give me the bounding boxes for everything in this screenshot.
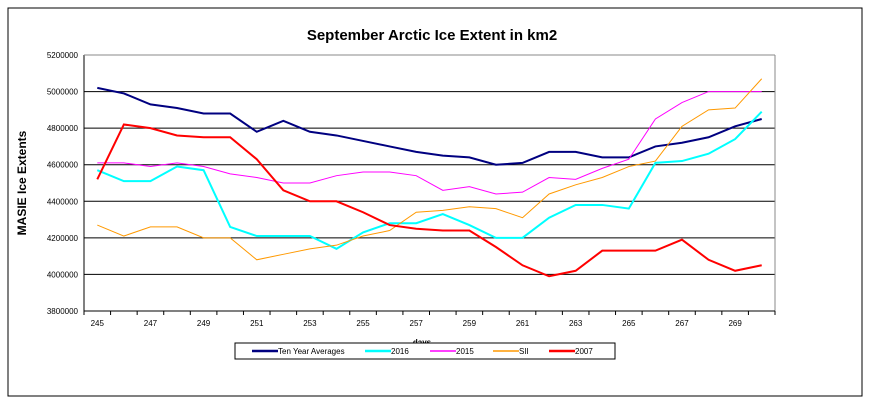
- x-tick-label: 265: [622, 319, 636, 328]
- y-tick-label: 5200000: [47, 51, 79, 60]
- chart-title: September Arctic Ice Extent in km2: [307, 27, 557, 44]
- x-tick-label: 257: [410, 319, 424, 328]
- legend-box: [234, 342, 616, 360]
- y-axis-label: MASIE Ice Extents: [15, 130, 29, 235]
- x-tick-label: 261: [516, 319, 530, 328]
- series-line-2007: [96, 123, 762, 278]
- x-tick-label: 249: [197, 319, 211, 328]
- series-line-sii: [97, 78, 763, 261]
- y-tick-label: 4600000: [47, 161, 79, 170]
- x-tick-label: 253: [303, 319, 317, 328]
- y-tick-label: 4400000: [47, 197, 79, 206]
- legend-label: 2007: [575, 347, 593, 356]
- legend-label: Ten Year Averages: [278, 347, 345, 356]
- x-tick-label: 263: [569, 319, 583, 328]
- y-tick-label: 4000000: [47, 270, 79, 279]
- y-tick-label: 5000000: [47, 88, 79, 97]
- legend-label: 2015: [456, 347, 474, 356]
- y-tick-label: 3800000: [47, 307, 79, 316]
- chart-border: [7, 7, 863, 397]
- x-tick-label: 251: [250, 319, 264, 328]
- series-line-2015: [97, 91, 762, 195]
- legend-label: 2016: [391, 347, 409, 356]
- x-tick-label: 255: [356, 319, 370, 328]
- x-tick-label: 269: [728, 319, 742, 328]
- y-tick-label: 4200000: [47, 234, 79, 243]
- x-tick-label: 259: [463, 319, 477, 328]
- y-tick-label: 4800000: [47, 124, 79, 133]
- x-tick-label: 245: [91, 319, 105, 328]
- x-tick-label: 267: [675, 319, 689, 328]
- legend-label: SII: [519, 347, 529, 356]
- x-tick-label: 247: [144, 319, 158, 328]
- series-line-ten-year-averages: [97, 86, 762, 166]
- series-line-2016: [96, 110, 763, 250]
